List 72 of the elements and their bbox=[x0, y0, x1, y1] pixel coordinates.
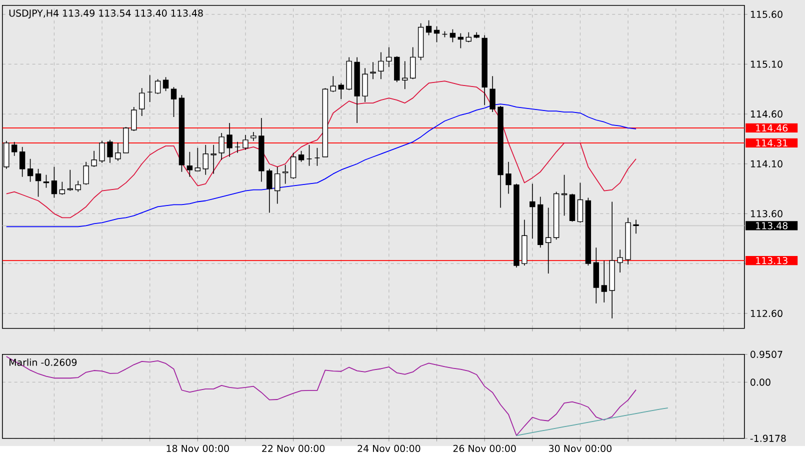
candlestick bbox=[394, 56, 400, 82]
candlestick bbox=[226, 122, 232, 158]
candlestick bbox=[139, 88, 145, 116]
candlestick bbox=[51, 166, 58, 198]
y-tick-label: 114.10 bbox=[750, 160, 782, 168]
candlestick bbox=[91, 150, 97, 168]
ref-line-label: 113.13 bbox=[756, 256, 788, 264]
candlestick bbox=[99, 140, 105, 164]
candlestick bbox=[402, 60, 408, 90]
candlestick bbox=[298, 150, 304, 162]
ref-line-label: 114.31 bbox=[756, 139, 788, 146]
candlestick bbox=[107, 139, 113, 164]
candlestick bbox=[115, 142, 121, 162]
x-tick-label: 26 Nov 00:00 bbox=[453, 444, 516, 452]
y-tick-label: 115.60 bbox=[750, 10, 782, 18]
candlestick bbox=[378, 52, 384, 80]
candlestick bbox=[242, 134, 248, 150]
candlestick bbox=[530, 183, 536, 239]
candlestick bbox=[218, 132, 224, 160]
candlestick bbox=[186, 151, 193, 178]
y-tick-label: 113.60 bbox=[750, 210, 782, 218]
candlestick bbox=[338, 82, 344, 100]
y-tick-label: 114.60 bbox=[750, 110, 782, 118]
candlestick bbox=[19, 146, 26, 178]
ref-line-label: 113.48 bbox=[756, 222, 788, 230]
candlestick bbox=[314, 147, 320, 166]
candlestick bbox=[234, 141, 240, 154]
candlestick bbox=[601, 260, 607, 303]
candlestick bbox=[386, 46, 392, 68]
candlestick bbox=[202, 144, 208, 176]
x-tick-label: 24 Nov 00:00 bbox=[358, 444, 420, 452]
candlestick bbox=[83, 161, 89, 186]
candlestick bbox=[330, 76, 336, 92]
candlestick bbox=[266, 168, 272, 213]
candlestick bbox=[59, 181, 66, 195]
candlestick bbox=[617, 249, 623, 273]
candlestick bbox=[170, 86, 177, 118]
candlestick bbox=[306, 144, 312, 166]
candlestick bbox=[75, 180, 81, 192]
candlestick bbox=[12, 141, 18, 156]
y-tick-label: 0.00 bbox=[750, 378, 770, 386]
candlestick bbox=[545, 207, 552, 274]
candlestick bbox=[27, 158, 34, 182]
candlestick bbox=[410, 46, 416, 80]
candlestick bbox=[370, 62, 376, 80]
candlestick bbox=[162, 76, 169, 92]
candlestick bbox=[466, 32, 472, 42]
y-tick-label: 115.10 bbox=[750, 60, 782, 68]
y-tick-label: 112.60 bbox=[750, 310, 782, 317]
x-tick-label: 30 Nov 00:00 bbox=[549, 444, 612, 452]
candlestick bbox=[131, 106, 137, 132]
candlestick bbox=[633, 219, 639, 234]
candlestick bbox=[577, 182, 584, 223]
y-tick-label: -1.9178 bbox=[750, 434, 786, 442]
candlestick bbox=[362, 68, 368, 102]
candlestick bbox=[35, 168, 42, 197]
candlestick bbox=[274, 166, 280, 204]
y-tick-label: 0.9507 bbox=[750, 350, 782, 358]
candlestick bbox=[458, 32, 464, 48]
ref-line-label: 114.46 bbox=[756, 124, 788, 132]
candlestick bbox=[490, 76, 496, 112]
candlestick bbox=[194, 147, 201, 172]
candlestick bbox=[426, 20, 432, 36]
x-tick-label: 22 Nov 00:00 bbox=[262, 444, 325, 452]
candlestick bbox=[154, 78, 161, 94]
candlestick bbox=[146, 74, 153, 102]
candlestick bbox=[434, 26, 440, 42]
candlestick bbox=[290, 152, 296, 180]
candlestick bbox=[506, 161, 512, 194]
candlestick bbox=[450, 28, 456, 42]
x-tick-label: 18 Nov 00:00 bbox=[166, 444, 229, 452]
chart-title: USDJPY,H4 113.49 113.54 113.40 113.48 bbox=[9, 9, 203, 18]
